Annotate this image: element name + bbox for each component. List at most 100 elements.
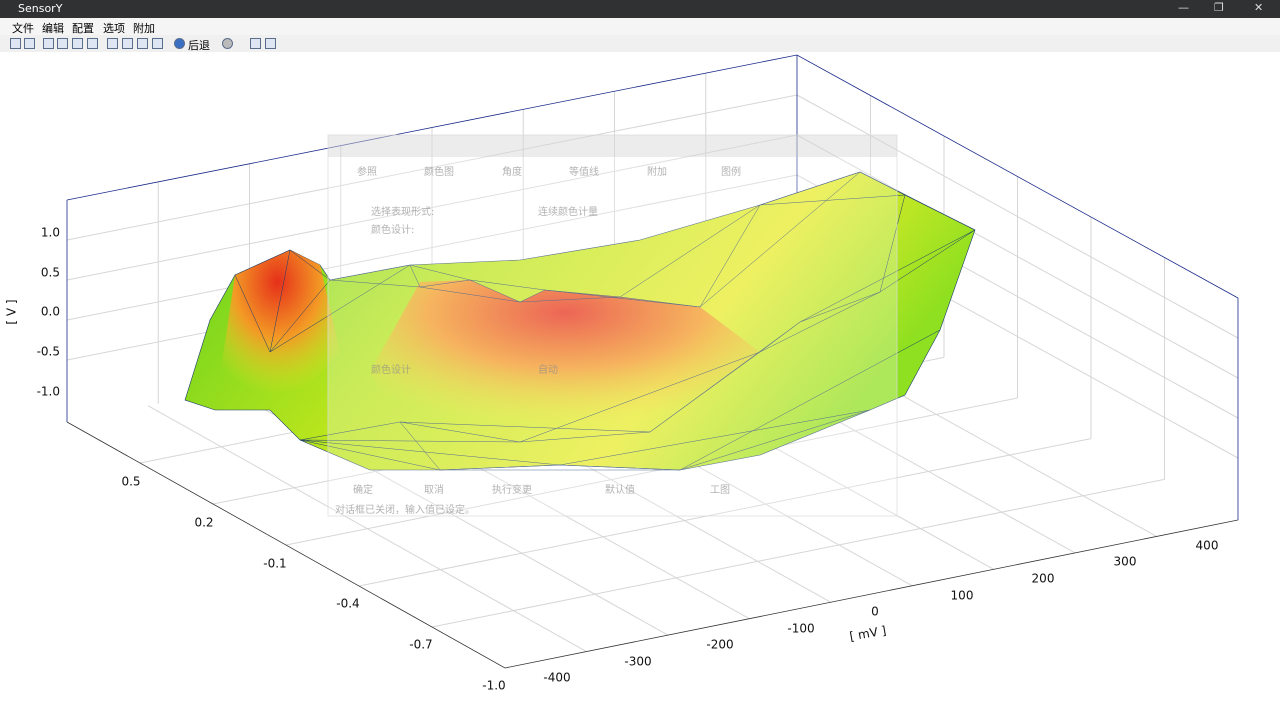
grid-line (759, 194, 906, 206)
tool-icon[interactable] (265, 38, 276, 49)
grid-line (904, 194, 976, 231)
tool-icon[interactable] (122, 38, 133, 49)
surface-peak (370, 280, 760, 442)
plot-3d: 1.0 0.5 0.0 -0.5 -1.0 [ V ] 0.5 0.2 -0.1… (5, 54, 1239, 693)
y-tick-label: 0.5 (121, 475, 140, 489)
grid-line (66, 134, 798, 281)
menu-item[interactable]: 选项 (103, 22, 125, 35)
y-axis: 0.5 0.2 -0.1 -0.4 -0.7 -1.0 (121, 475, 505, 693)
grid-line (879, 229, 976, 293)
grid-line (269, 264, 411, 353)
grid-line (699, 204, 761, 308)
x-tick-label: -300 (624, 655, 651, 669)
menu-item[interactable]: 编辑 (42, 22, 64, 35)
maximize[interactable]: ❐ (1214, 1, 1224, 14)
tool-icon[interactable] (152, 38, 163, 49)
x-tick-label: 400 (1196, 539, 1219, 553)
grid-line (679, 409, 871, 471)
grid-line (544, 289, 701, 308)
grid-line (299, 439, 521, 443)
grid-line (759, 171, 861, 206)
grid-line (799, 291, 881, 323)
tool-icon[interactable] (222, 38, 233, 49)
z-tick-label: 0.5 (41, 266, 60, 280)
y-tick-label: 0.2 (194, 516, 213, 530)
button[interactable]: 取消 (424, 483, 444, 496)
grid-line (299, 439, 441, 471)
grid-line (879, 194, 906, 293)
tool-icon[interactable] (24, 38, 35, 49)
grid-line (699, 171, 861, 308)
grid-line (409, 264, 421, 288)
field-value[interactable]: 自动 (538, 363, 558, 376)
back-icon[interactable] (174, 38, 185, 49)
minimize[interactable]: — (1178, 1, 1189, 14)
grid-line (759, 291, 881, 353)
grid-line (649, 351, 761, 433)
tool-icon[interactable] (57, 38, 68, 49)
checkbox[interactable]: 执行变更 (492, 483, 532, 496)
grid-line (329, 279, 421, 288)
grid-line (399, 421, 521, 443)
button[interactable]: 工图 (710, 484, 730, 496)
title-bar: SensorY — ❐ ✕ (0, 0, 1280, 18)
x-tick-label: 0 (871, 605, 879, 619)
tool-icon[interactable] (137, 38, 148, 49)
tab[interactable]: 附加 (647, 165, 667, 178)
tab[interactable]: 角度 (502, 165, 522, 178)
z-tick-label: -0.5 (37, 345, 60, 359)
z-axis-label: [ V ] (5, 299, 19, 324)
grid-line (66, 94, 798, 241)
x-axis-label: [ mV ] (849, 623, 888, 643)
field-label: 颜色设计: (371, 223, 414, 236)
field-label: 颜色设计 (371, 363, 411, 376)
grid-line (439, 464, 561, 471)
tool-icon[interactable] (250, 38, 261, 49)
back-button[interactable]: 后退 (188, 39, 210, 52)
menu-item[interactable]: 文件 (12, 22, 34, 35)
window-title: SensorY (18, 2, 63, 15)
tool-icon[interactable] (43, 38, 54, 49)
tab[interactable]: 参照 (357, 165, 377, 178)
grid-line (409, 264, 471, 281)
grid-line (796, 134, 1239, 379)
grid-line (799, 229, 976, 323)
grid-line (431, 478, 1165, 628)
menu-item[interactable]: 附加 (133, 22, 155, 35)
grid-line (419, 279, 471, 288)
tool-icon[interactable] (87, 38, 98, 49)
grid-line (289, 249, 331, 281)
grid-line (234, 249, 291, 276)
tool-icon[interactable] (10, 38, 21, 49)
tab[interactable]: 图例 (721, 165, 741, 178)
status-text: 对话框已关闭，输入值已设定。 (335, 503, 475, 516)
tab[interactable]: 等值线 (569, 165, 599, 178)
button[interactable]: 确定 (353, 483, 373, 496)
grid-line (519, 289, 546, 303)
button[interactable]: 默认值 (605, 483, 635, 496)
grid-line (619, 204, 761, 298)
grid-line (299, 421, 401, 441)
grid-line (399, 421, 651, 433)
menu-item[interactable]: 配置 (72, 22, 94, 35)
tab[interactable]: 颜色图 (424, 165, 454, 178)
close[interactable]: ✕ (1254, 1, 1264, 14)
box-edges (66, 54, 1239, 669)
y-tick-label: -0.4 (336, 597, 359, 611)
x-tick-label: -400 (543, 671, 570, 685)
grid-line (519, 431, 651, 443)
x-tick-label: -100 (787, 622, 814, 636)
grid-line (234, 274, 271, 353)
grid-line (269, 249, 291, 353)
x-tick-label: 200 (1032, 572, 1055, 586)
field-value[interactable]: 连续颜色计量 (538, 205, 598, 218)
x-axis: -400 -300 -200 -100 0 100 200 300 400 [ … (543, 539, 1218, 685)
grid-line (519, 351, 761, 443)
y-tick-label: -1.0 (482, 679, 505, 693)
tool-icon[interactable] (107, 38, 118, 49)
field-label: 选择表现形式: (371, 205, 434, 218)
grid-line (419, 286, 521, 303)
tool-icon[interactable] (72, 38, 83, 49)
grid-line (358, 438, 1092, 587)
x-tick-label: 100 (951, 589, 974, 603)
